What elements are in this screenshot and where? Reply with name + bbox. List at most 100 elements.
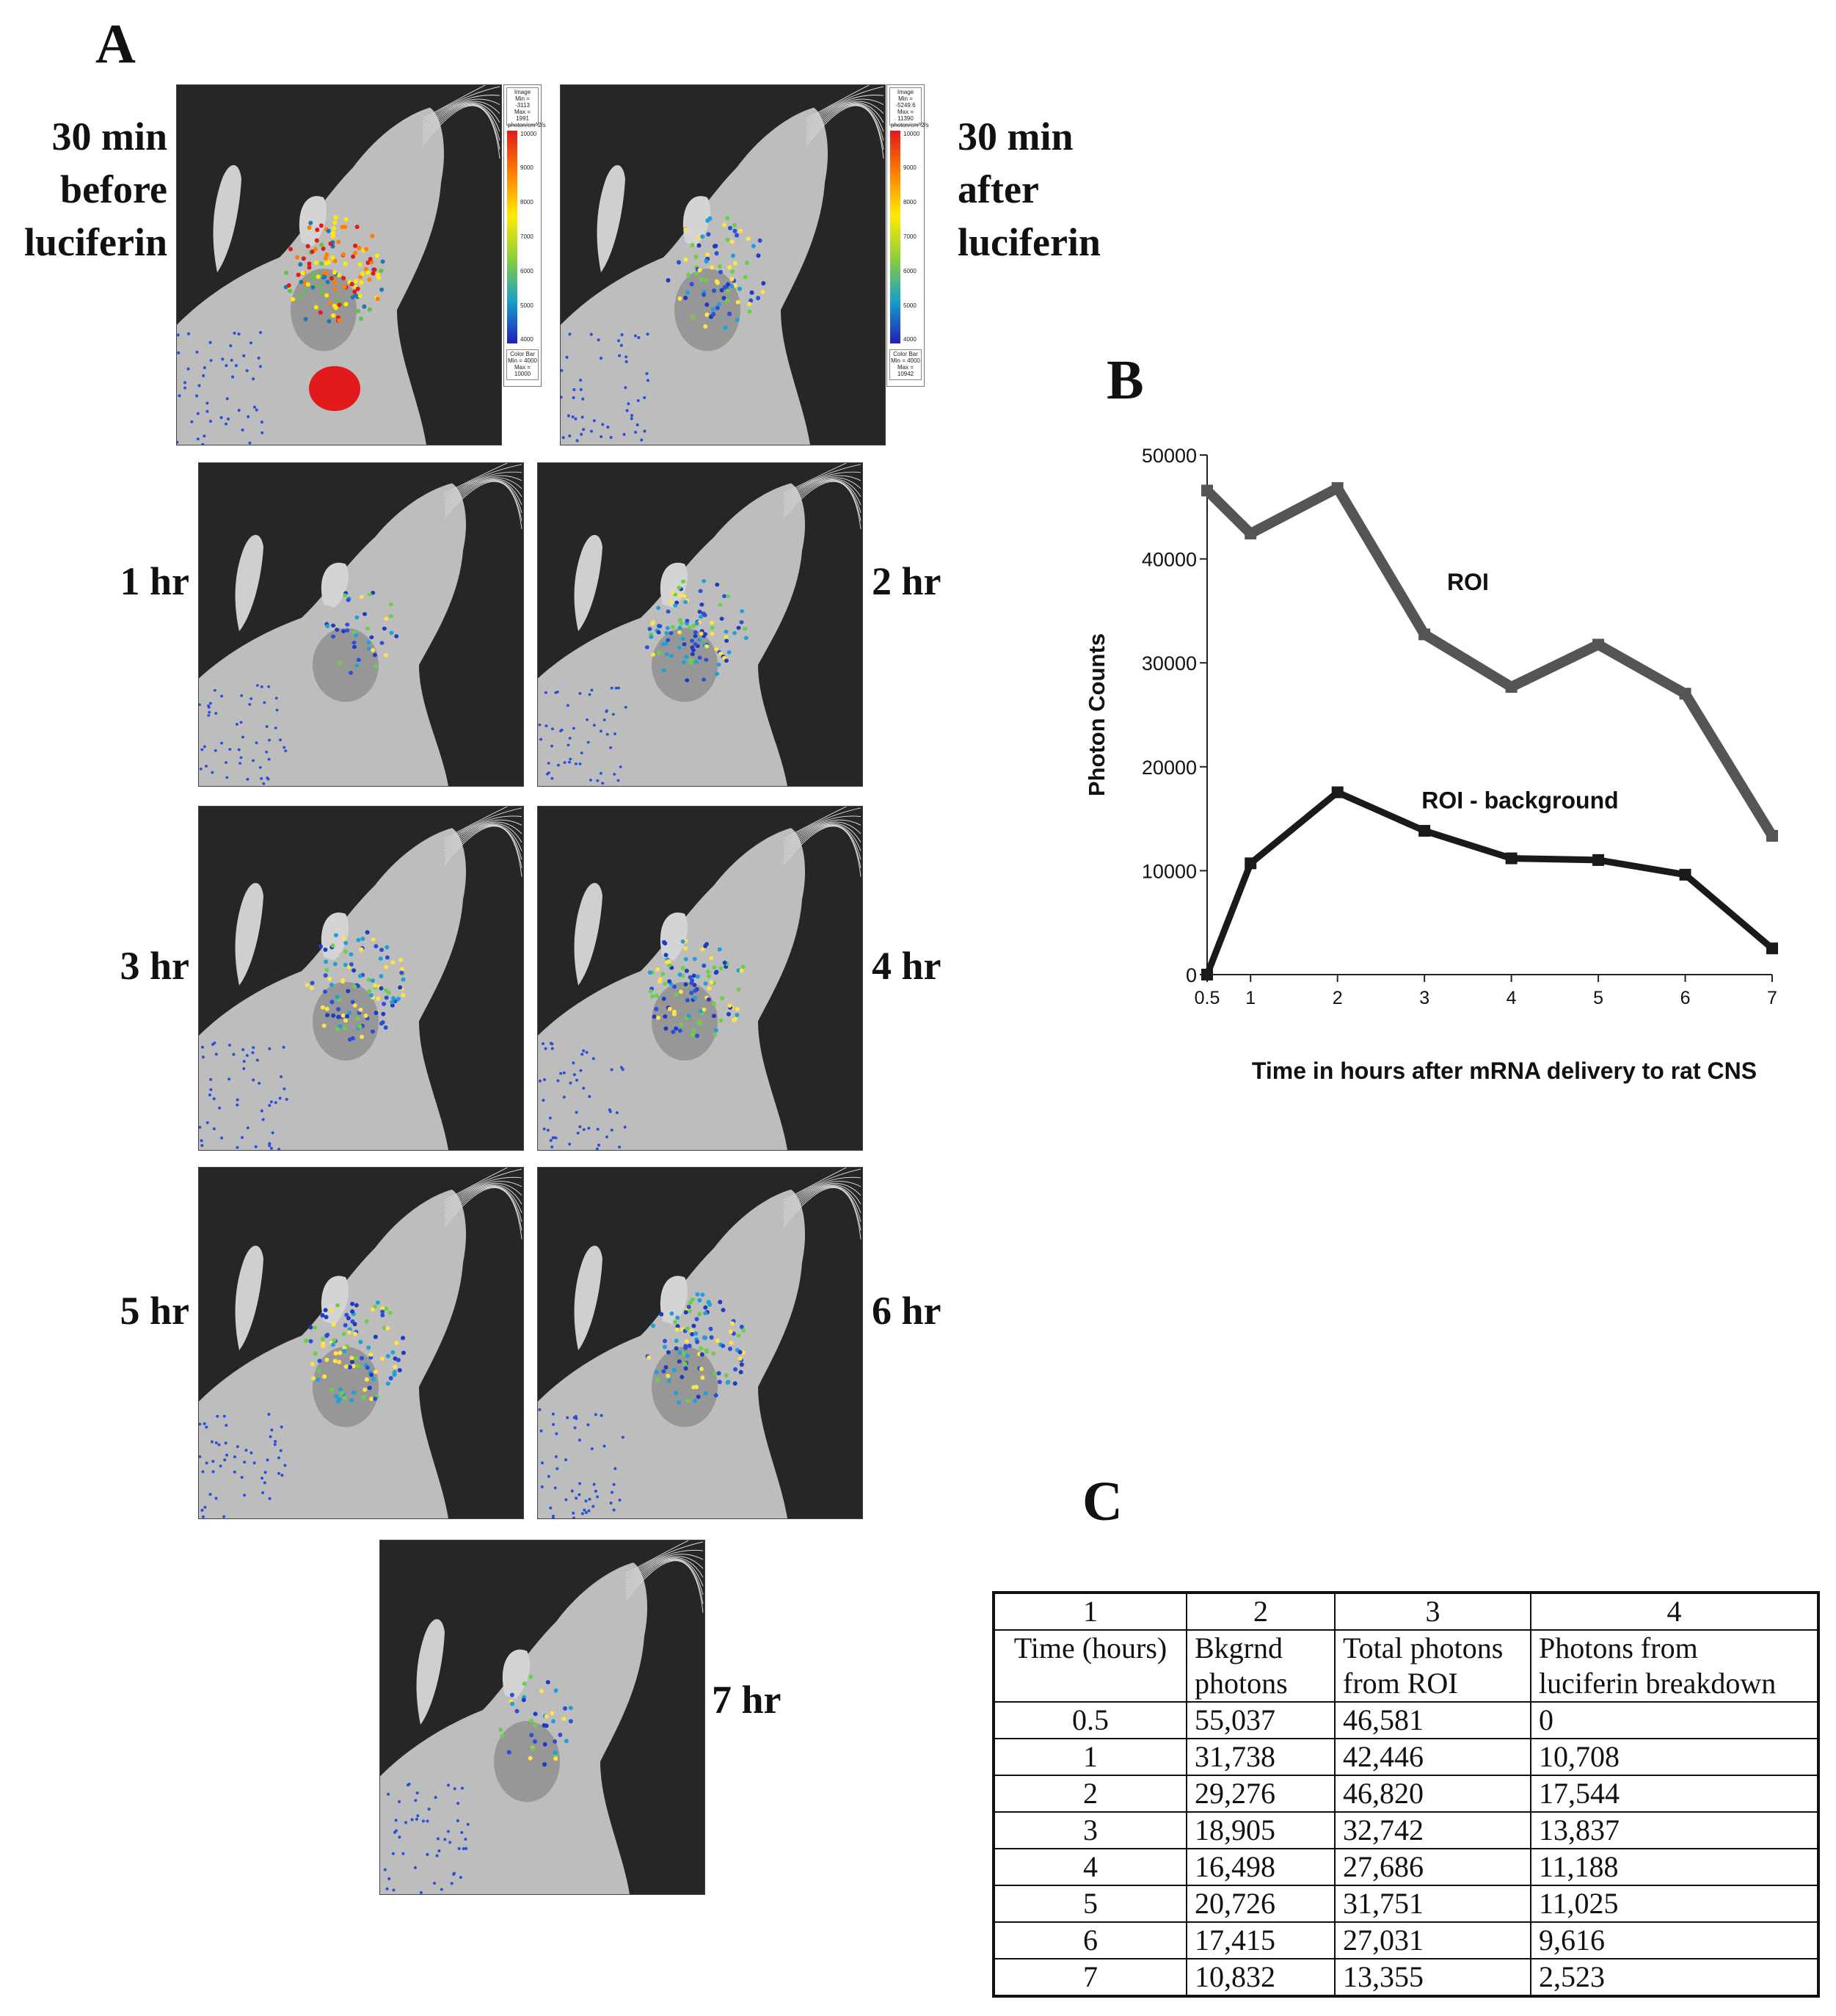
signal-dot xyxy=(385,1353,390,1358)
signal-dot xyxy=(715,582,720,587)
x-tick-label: 3 xyxy=(1419,988,1429,1008)
signal-dot xyxy=(310,249,315,255)
signal-dot xyxy=(564,1739,569,1744)
signal-dot xyxy=(685,619,690,623)
legend-tick: 10000 xyxy=(520,131,537,137)
noise-dot xyxy=(588,693,591,696)
noise-dot xyxy=(466,1822,470,1826)
signal-dot xyxy=(694,660,699,664)
signal-dot xyxy=(343,216,349,222)
signal-dot xyxy=(698,1346,703,1351)
whisker xyxy=(444,826,522,877)
signal-dot xyxy=(373,1396,378,1401)
signal-dot xyxy=(699,631,704,636)
whisker xyxy=(444,823,522,854)
noise-dot xyxy=(633,334,637,338)
signal-dot xyxy=(320,1336,325,1342)
whisker xyxy=(783,481,861,529)
noise-dot xyxy=(230,358,233,362)
signal-dot xyxy=(308,1325,313,1330)
signal-dot xyxy=(674,1327,680,1332)
noise-dot xyxy=(258,765,262,769)
noise-dot xyxy=(579,378,583,382)
signal-dot xyxy=(316,1368,321,1373)
signal-dot xyxy=(685,1353,690,1358)
noise-dot xyxy=(587,1127,591,1130)
column-number: 4 xyxy=(1530,1592,1819,1631)
noise-dot xyxy=(195,350,199,354)
legend-text: Max = 1991 xyxy=(514,109,531,122)
whisker xyxy=(422,105,500,159)
signal-dot xyxy=(305,983,310,987)
noise-dot xyxy=(201,1470,205,1474)
rat-ear-shape xyxy=(660,1276,688,1325)
signal-dot xyxy=(693,988,698,993)
noise-dot xyxy=(564,1498,568,1502)
signal-dot xyxy=(367,307,372,312)
noise-dot xyxy=(398,1835,401,1839)
legend-tick: 8000 xyxy=(903,199,917,205)
noise-dot xyxy=(415,1791,419,1795)
whisker xyxy=(444,1185,522,1219)
noise-dot xyxy=(542,1127,546,1131)
signal-dot xyxy=(677,1350,682,1355)
signal-dot xyxy=(693,630,698,635)
signal-dot xyxy=(674,1338,679,1343)
noise-dot xyxy=(568,434,572,437)
signal-dot xyxy=(704,942,710,947)
signal-dot xyxy=(384,616,389,621)
column-number: 1 xyxy=(993,1592,1187,1631)
noise-dot xyxy=(200,1139,203,1143)
noise-dot xyxy=(252,1046,255,1049)
signal-dot xyxy=(732,630,737,636)
whisker xyxy=(444,1181,522,1210)
signal-dot xyxy=(675,1315,680,1320)
noise-dot xyxy=(544,724,548,727)
signal-dot xyxy=(694,621,699,626)
noise-dot xyxy=(219,1464,222,1468)
rat-image-4hr xyxy=(537,806,863,1151)
noise-dot xyxy=(618,354,622,357)
noise-dot xyxy=(232,1052,236,1056)
signal-dot xyxy=(354,225,360,230)
signal-dot xyxy=(349,670,354,675)
x-tick-label: 0.5 xyxy=(1195,988,1220,1008)
table-row: 6 17,415 27,031 9,616 xyxy=(993,1921,1819,1959)
signal-dot xyxy=(370,978,375,983)
signal-dot xyxy=(351,254,356,259)
noise-dot xyxy=(450,1882,453,1885)
noise-dot xyxy=(225,1424,228,1427)
noise-dot xyxy=(177,333,180,337)
signal-dot xyxy=(337,318,342,323)
signal-dot xyxy=(716,662,721,667)
signal-dot xyxy=(677,296,682,301)
noise-dot xyxy=(578,763,582,765)
signal-dot xyxy=(690,652,695,657)
noise-dot xyxy=(277,1456,281,1460)
signal-dot xyxy=(352,984,357,989)
noise-dot xyxy=(280,1425,283,1429)
signal-dot xyxy=(703,981,708,986)
legend-text: photon/cm^2/s xyxy=(891,122,929,128)
signal-dot xyxy=(354,1303,359,1308)
signal-dot xyxy=(498,1727,503,1732)
noise-dot xyxy=(267,1413,271,1416)
noise-dot xyxy=(266,1458,269,1462)
noise-dot xyxy=(548,1116,552,1120)
signal-dot xyxy=(681,1351,686,1356)
signal-dot xyxy=(529,1733,534,1738)
whisker xyxy=(625,1541,704,1577)
signal-dot xyxy=(669,600,674,604)
signal-dot xyxy=(388,1376,393,1381)
signal-dot xyxy=(333,1351,338,1356)
signal-dot xyxy=(332,961,338,967)
noise-dot xyxy=(225,422,228,426)
noise-dot xyxy=(546,1129,550,1132)
table-cell: 46,581 xyxy=(1334,1701,1531,1739)
noise-dot xyxy=(619,343,623,347)
noise-dot xyxy=(583,1508,586,1512)
noise-dot xyxy=(211,1460,215,1463)
signal-dot xyxy=(340,979,346,984)
data-point xyxy=(1766,942,1778,955)
noise-dot xyxy=(387,1877,391,1881)
